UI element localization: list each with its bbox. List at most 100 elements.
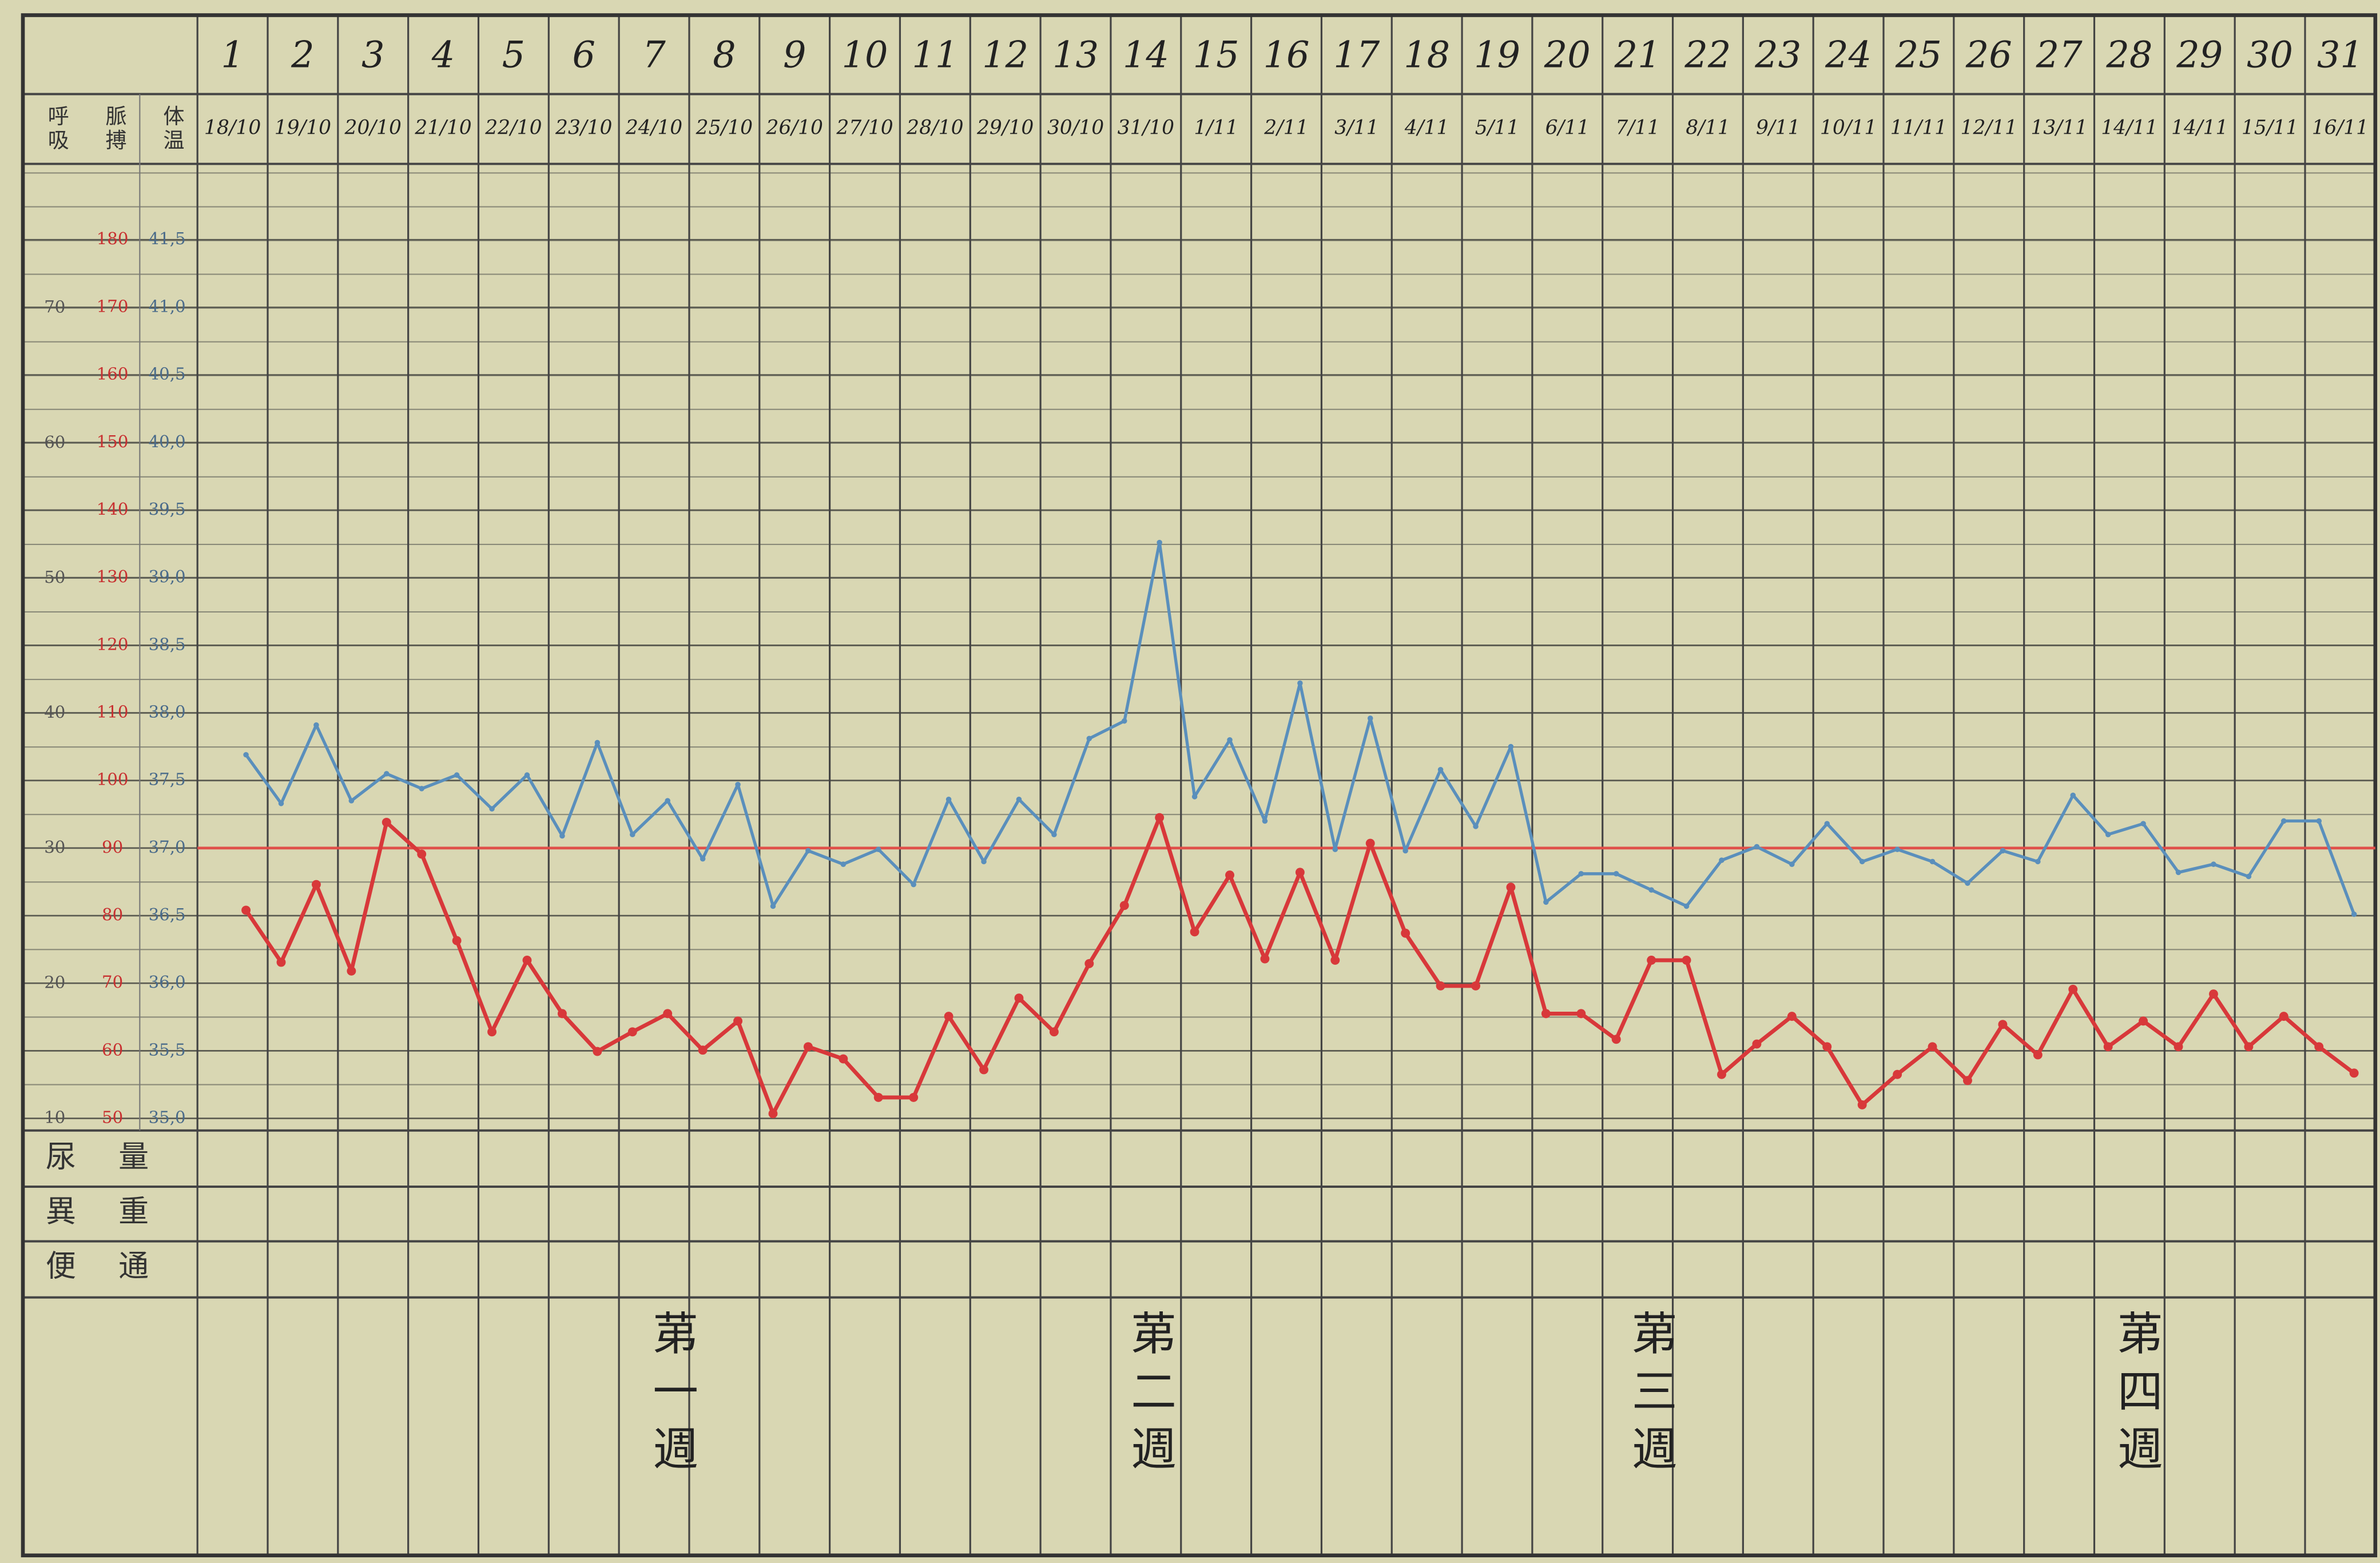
y2-tick-label: 70 <box>102 972 123 992</box>
y-tick-label: 40,5 <box>149 364 186 384</box>
day-label: 8 <box>713 34 736 76</box>
day-label: 15 <box>1193 34 1239 76</box>
date-label: 10/11 <box>1820 117 1877 140</box>
data-point <box>2244 1042 2254 1052</box>
data-point <box>911 881 916 888</box>
data-point <box>875 846 881 852</box>
date-label: 27/10 <box>836 117 893 140</box>
day-label: 9 <box>783 34 806 76</box>
data-point <box>1928 1042 1937 1052</box>
day-label: 4 <box>431 34 455 76</box>
data-point <box>1119 901 1129 910</box>
data-point <box>454 772 460 778</box>
date-label: 26/10 <box>766 117 823 140</box>
data-point <box>2314 1042 2324 1052</box>
data-point <box>981 858 987 865</box>
day-label: 27 <box>2036 34 2083 76</box>
data-point <box>1295 868 1305 877</box>
y2-tick-label: 50 <box>102 1108 123 1127</box>
data-point <box>1191 794 1198 800</box>
y-tick-label: 41,0 <box>149 296 186 316</box>
data-point <box>1473 824 1479 829</box>
data-point <box>1929 858 1936 865</box>
data-point <box>311 880 321 889</box>
date-label: 11/11 <box>1890 117 1947 140</box>
date-label: 6/11 <box>1545 117 1590 140</box>
data-point <box>1965 880 1970 886</box>
data-point <box>524 772 530 778</box>
data-point <box>276 957 286 967</box>
data-point <box>347 966 356 976</box>
data-point <box>1190 927 1199 937</box>
data-point <box>1260 954 1270 964</box>
data-point <box>1402 848 1408 854</box>
data-point <box>1822 1042 1832 1052</box>
data-point <box>1014 993 1024 1003</box>
data-point <box>1051 832 1057 837</box>
header-label: 呼吸 <box>44 105 69 153</box>
data-point <box>2174 1042 2183 1052</box>
date-label: 29/10 <box>976 117 1034 140</box>
data-point <box>1576 1009 1586 1019</box>
day-label: 23 <box>1754 34 1801 76</box>
day-label: 20 <box>1544 34 1591 76</box>
y2-tick-label: 180 <box>97 229 129 248</box>
date-label: 30/10 <box>1047 117 1104 140</box>
date-label: 9/11 <box>1756 117 1800 140</box>
date-label: 16/11 <box>2312 117 2369 140</box>
y2-tick-label: 120 <box>97 634 129 654</box>
day-label: 19 <box>1474 34 1520 76</box>
day-label: 3 <box>361 34 385 76</box>
data-point <box>278 801 284 806</box>
y-tick-label: 37,5 <box>149 770 186 789</box>
day-label: 7 <box>642 34 666 76</box>
data-point <box>1506 882 1516 892</box>
data-point <box>1719 857 1725 863</box>
data-point <box>1647 956 1656 965</box>
row-label: 異重 <box>46 1194 192 1229</box>
y-tick-label: 40,0 <box>149 432 186 451</box>
date-label: 24/10 <box>625 117 682 140</box>
data-point <box>1157 539 1162 546</box>
date-label: 1/11 <box>1194 117 1238 140</box>
y2-tick-label: 130 <box>97 567 129 586</box>
data-point <box>1227 737 1233 743</box>
data-point <box>1824 821 1830 827</box>
date-label: 20/10 <box>344 117 402 140</box>
data-point <box>2211 861 2216 867</box>
day-label: 5 <box>502 34 526 76</box>
data-point <box>2208 989 2218 999</box>
date-label: 19/10 <box>275 117 331 140</box>
data-point <box>241 905 251 915</box>
y2-tick-label: 140 <box>97 499 129 519</box>
data-point <box>487 1027 497 1037</box>
y-tick-label: 39,0 <box>149 567 186 586</box>
day-label: 2 <box>291 34 315 76</box>
data-point <box>2246 873 2252 880</box>
data-point <box>663 1009 673 1019</box>
y3-tick-label: 50 <box>44 567 65 587</box>
data-point <box>1752 1039 1762 1049</box>
day-label: 14 <box>1123 34 1169 76</box>
y3-tick-label: 70 <box>44 297 65 317</box>
data-point <box>2140 821 2146 827</box>
data-point <box>382 817 391 827</box>
data-point <box>313 722 319 728</box>
y3-tick-label: 40 <box>44 702 65 722</box>
data-point <box>1998 1020 2008 1029</box>
week-label: 苐一週 <box>645 1310 698 1482</box>
data-point <box>1648 887 1654 893</box>
y-tick-label: 38,0 <box>149 702 186 721</box>
y2-tick-label: 170 <box>97 296 129 316</box>
data-point <box>627 1027 637 1037</box>
data-point <box>243 751 249 758</box>
date-label: 25/10 <box>696 117 753 140</box>
data-point <box>2105 832 2111 837</box>
day-label: 18 <box>1404 34 1450 76</box>
day-label: 13 <box>1052 34 1099 76</box>
data-point <box>1262 818 1268 824</box>
date-label: 13/11 <box>2031 117 2087 140</box>
data-point <box>1365 838 1375 848</box>
y3-tick-label: 10 <box>44 1108 65 1127</box>
